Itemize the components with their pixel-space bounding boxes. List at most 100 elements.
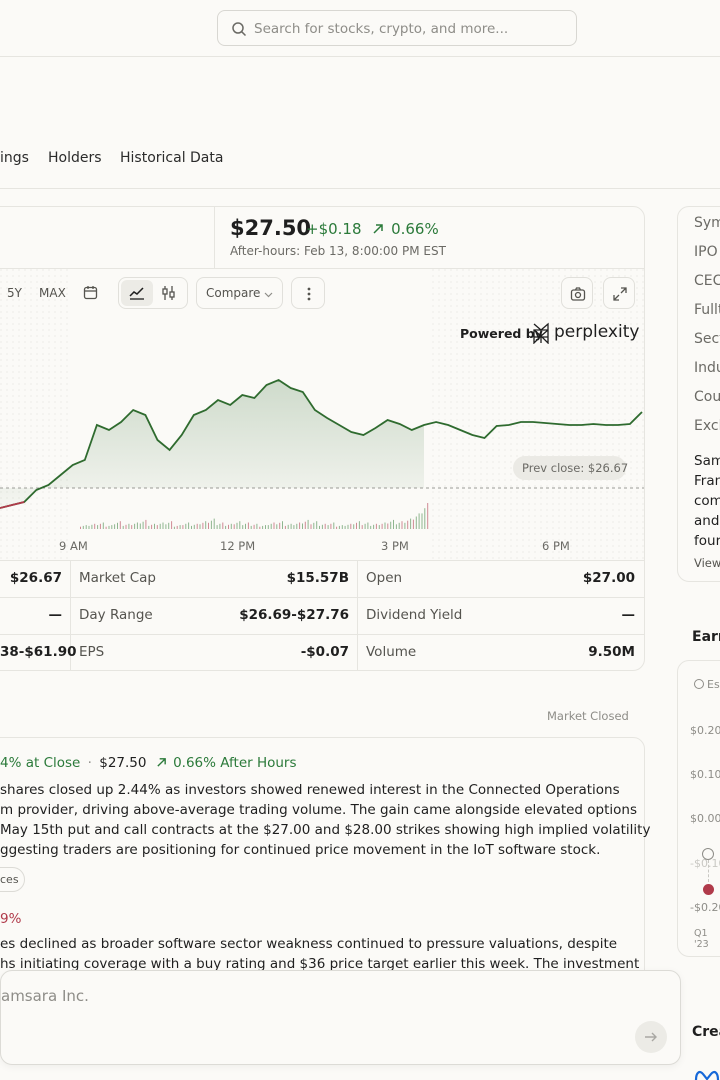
volume-bar — [333, 522, 335, 529]
header-divider — [0, 268, 644, 269]
close-price: $27.50 — [99, 755, 147, 771]
volume-bar — [225, 525, 227, 529]
change-percent: 0.66% — [391, 220, 439, 238]
about-line: and — [694, 513, 720, 529]
volume-bar — [358, 521, 360, 529]
range-5y[interactable]: 5Y — [7, 286, 22, 300]
volume-bar — [302, 523, 303, 529]
market-cap-label: Market Cap — [79, 570, 156, 586]
search-icon — [232, 22, 247, 37]
estimate-legend-icon — [694, 679, 704, 689]
volume-bar — [94, 523, 96, 529]
chart-background — [0, 269, 644, 559]
earnings-y-tick: $0.10 — [690, 768, 720, 781]
volume-bar — [282, 521, 283, 529]
fullscreen-button[interactable] — [603, 277, 635, 309]
range-max[interactable]: MAX — [39, 286, 66, 300]
stats-col-divider-1 — [70, 560, 71, 671]
volume-bar — [193, 524, 195, 529]
volume-bar — [236, 522, 238, 529]
volume-bar — [122, 525, 124, 529]
year-range-value: 38-$61.90 — [0, 644, 77, 660]
volume-bar — [412, 519, 414, 529]
volume-bar — [350, 523, 352, 529]
volume-bar — [230, 523, 232, 529]
volume-bar — [125, 524, 127, 529]
volume-bar — [216, 525, 218, 529]
volume-bar — [421, 513, 423, 529]
news-line: m provider, driving above-average tradin… — [0, 802, 638, 818]
volume-bar — [188, 522, 190, 529]
volume-bar — [97, 525, 99, 529]
volume-bar — [267, 525, 269, 529]
volume-bar — [304, 521, 306, 529]
prev-close-value: $26.67 — [9, 570, 62, 586]
open-value: $27.00 — [582, 570, 635, 586]
volume-bar — [279, 522, 281, 529]
current-price: $27.50 — [230, 216, 312, 240]
volume-bar — [381, 523, 383, 529]
earnings-title: Earr — [692, 629, 720, 645]
search-input[interactable]: Search for stocks, crypto, and more... — [254, 21, 509, 37]
day-range-value: $26.69-$27.76 — [239, 607, 349, 623]
price-chart[interactable] — [0, 360, 644, 560]
search-box[interactable]: Search for stocks, crypto, and more... — [217, 10, 577, 46]
volume-bar — [330, 523, 332, 529]
company-info-card — [677, 206, 720, 582]
calendar-icon[interactable] — [83, 285, 98, 300]
volume-bar — [171, 521, 173, 529]
volume-bar — [410, 518, 412, 529]
volume-bar — [393, 519, 394, 529]
ask-box[interactable]: amsara Inc. — [0, 970, 681, 1065]
more-vertical-icon — [307, 287, 311, 301]
prev-close-label: Prev close: $26.67 — [522, 461, 629, 475]
after-hours-time: After-hours: Feb 13, 8:00:00 PM EST — [230, 244, 446, 258]
volume-bar — [250, 525, 252, 529]
volume-bar — [145, 519, 147, 529]
volume-bar — [165, 524, 167, 529]
volume-bar — [407, 520, 409, 529]
volume-bar — [347, 524, 349, 529]
volume-bar — [370, 525, 372, 529]
volume-bar — [424, 508, 426, 529]
stats-col-divider-2 — [357, 560, 358, 671]
volume-bar — [316, 521, 318, 529]
volume-label: Volume — [366, 644, 417, 660]
view-more-link[interactable]: View — [694, 556, 720, 570]
volume-bar — [142, 521, 144, 529]
volume-bar — [202, 522, 204, 529]
news-line: hs initiating coverage with a buy rating… — [0, 956, 640, 972]
market-cap-value: $15.57B — [286, 570, 349, 586]
sources-chip[interactable]: ces — [0, 867, 25, 892]
tab-holders[interactable]: Holders — [48, 150, 102, 166]
about-line: Sam — [694, 453, 720, 469]
volume-bar — [319, 525, 320, 529]
volume-bar — [310, 524, 312, 529]
indicators-icon[interactable] — [161, 285, 177, 301]
ask-input[interactable]: amsara Inc. — [1, 987, 89, 1005]
x-tick-9am: 9 AM — [59, 539, 88, 553]
close-change: 4% at Close — [0, 755, 81, 771]
info-fulltime: Fullt — [694, 302, 720, 318]
volume-bar — [253, 524, 255, 529]
tab-historical-data[interactable]: Historical Data — [120, 150, 224, 166]
submit-button[interactable] — [635, 1021, 667, 1053]
stats-row-divider-2 — [0, 634, 644, 635]
screenshot-button[interactable] — [561, 277, 593, 309]
price-line-below-prev — [0, 501, 25, 509]
volume-bar — [242, 525, 244, 529]
volume-bars — [80, 503, 429, 529]
earnings-y-tick: $0.00 — [690, 812, 720, 825]
volume-avg-value: — — [48, 607, 63, 623]
volume-bar — [139, 523, 141, 529]
volume-bar — [82, 525, 84, 529]
tab-earnings[interactable]: ings — [0, 150, 29, 166]
volume-bar — [222, 522, 224, 529]
line-chart-button[interactable] — [121, 280, 153, 306]
more-options-button[interactable] — [291, 277, 325, 309]
volume-bar — [287, 524, 289, 529]
volume-bar — [313, 522, 315, 529]
eps-label: EPS — [79, 644, 105, 660]
compare-button[interactable]: Compare — [196, 277, 283, 309]
compare-label: Compare — [206, 286, 261, 300]
